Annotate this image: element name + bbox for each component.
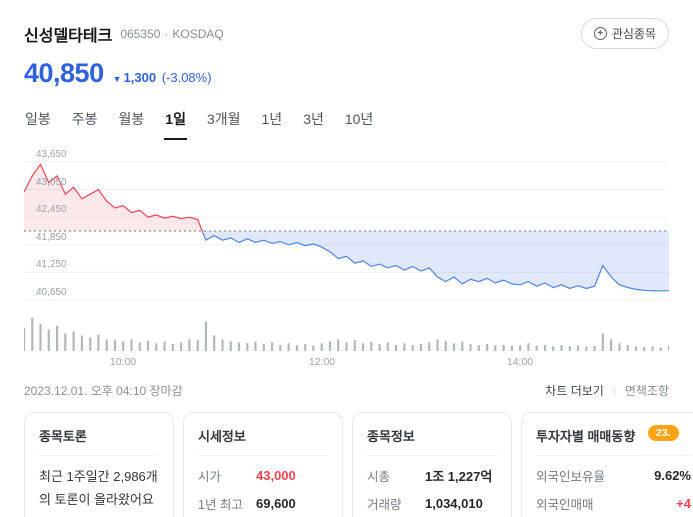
disclaimer-link[interactable]: 면책조항 [624,384,669,398]
tab-daily[interactable]: 일봉 [24,109,52,140]
change-amount: 1,300 [123,70,157,85]
y-axis-tick: 43,050 [36,177,67,188]
watchlist-button-label: 관심종목 [611,27,656,41]
tab-weekly[interactable]: 주봉 [71,109,99,140]
tab-3months[interactable]: 3개월 [206,109,242,140]
card-investor-title: 투자자별 매매동향 [536,426,691,456]
y-axis-tick: 41,850 [36,232,67,243]
stock-code-market: 065350 · KOSDAQ [120,27,223,41]
investor-row-foreign-ratio: 외국인보유율 9.62% [536,468,691,484]
header: 신성델타테크 065350 · KOSDAQ + 관심종목 [0,0,693,49]
intraday-price-chart[interactable]: 43,650 43,050 42,450 41,850 41,250 40,65… [24,149,669,372]
x-axis-tick: 12:00 [308,356,336,368]
card-quote-info[interactable]: 시세정보 시가 43,000 1년 최고 69,600 1년 최저 7,180 [183,412,343,517]
tab-1year[interactable]: 1년 [261,109,284,140]
y-axis-tick: 42,450 [36,204,67,215]
investor-row-foreign-trade: 외국인매매 +4 [536,496,691,512]
card-discussion[interactable]: 종목토론 최근 1주일간 2,986개의 토론이 올라왔어요 [24,412,174,517]
current-price: 40,850 [24,58,104,88]
tab-1day[interactable]: 1일 [164,109,187,140]
divider [613,385,615,396]
tab-3years[interactable]: 3년 [302,109,325,140]
quote-row-open: 시가 43,000 [198,468,296,484]
stock-name: 신성델타테크 [24,27,113,45]
x-axis-tick: 10:00 [109,356,137,368]
add-watchlist-button[interactable]: + 관심종목 [580,18,669,49]
period-tabs: 일봉 주봉 월봉 1일 3개월 1년 3년 10년 [0,89,693,140]
discussion-summary-text: 최근 1주일간 2,986개의 토론이 올라왔어요 [39,469,158,507]
price-change: ▼ 1,300 (-3.08%) [113,70,212,85]
card-investor-trading[interactable]: 투자자별 매매동향 23. 외국인보유율 9.62% 외국인매매 +4 기관매매… [521,412,693,517]
price-section: 40,850 ▼ 1,300 (-3.08%) [0,49,693,89]
market-close-timestamp: 2023.12.01. 오후 04:10 장마감 [24,384,183,398]
y-axis-tick: 40,650 [36,287,67,298]
market-name: KOSDAQ [172,26,224,41]
separator-dot: · [164,26,169,41]
chart-canvas[interactable] [24,154,669,354]
summary-cards: 종목토론 최근 1주일간 2,986개의 토론이 올라왔어요 시세정보 시가 4… [24,412,693,517]
chart-meta-row: 2023.12.01. 오후 04:10 장마감 차트 더보기 면책조항 [0,372,693,399]
y-axis-tick: 43,650 [36,149,67,160]
info-row-volume: 거래량 1,034,010 [367,496,483,512]
down-arrow-icon: ▼ [112,74,122,84]
card-stock-info[interactable]: 종목정보 시총 1조 1,227억 거래량 1,034,010 PER 61.6… [352,412,512,517]
x-axis-tick: 14:00 [506,356,534,368]
change-percent: (-3.08%) [161,70,212,85]
card-discussion-title: 종목토론 [39,426,159,456]
card-quote-title: 시세정보 [198,426,328,456]
meta-links: 차트 더보기 면책조항 [545,382,669,399]
chart-more-link[interactable]: 차트 더보기 [545,384,604,398]
card-stock-info-title: 종목정보 [367,426,497,456]
tab-10years[interactable]: 10년 [344,109,374,140]
info-row-market-cap: 시총 1조 1,227억 [367,469,493,484]
y-axis-tick: 41,250 [36,259,67,270]
quote-row-year-high: 1년 최고 69,600 [198,496,296,512]
plus-icon: + [593,27,607,40]
tab-monthly[interactable]: 월봉 [118,109,146,140]
date-badge: 23. [648,425,679,441]
stock-code: 065350 [120,26,161,41]
